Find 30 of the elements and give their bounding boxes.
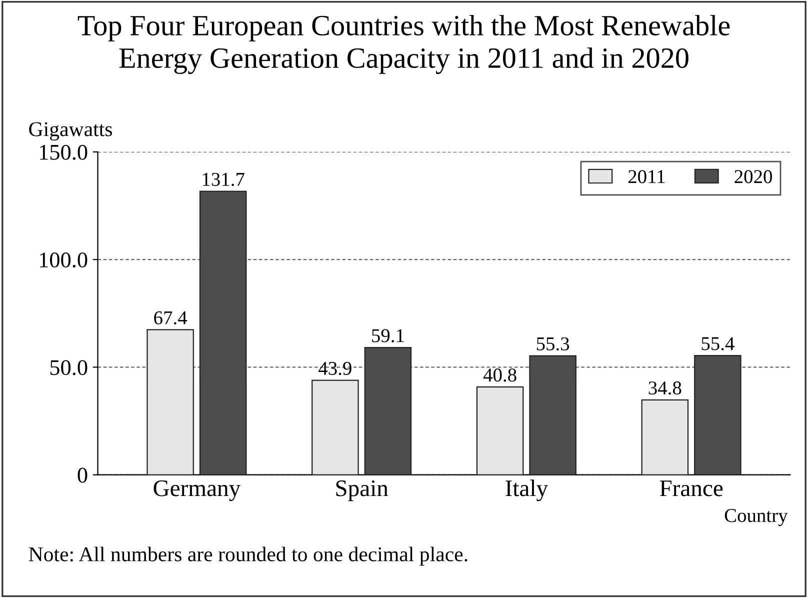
legend-label: 2011 (628, 170, 665, 184)
bar (146, 329, 194, 475)
chart-title: Top Four European Countries with the Most Renewable Energy Generation Capacity in 2011 and in 2020 (78, 14, 730, 74)
bar (364, 347, 412, 475)
bar (476, 386, 524, 475)
legend-label: 2020 (734, 170, 772, 184)
y-tick-label: 150.0 (40, 144, 88, 160)
x-tick-label: France (660, 480, 723, 496)
data-label: 59.1 (372, 329, 404, 342)
x-axis-title: Country (724, 509, 788, 526)
x-tick-label: Italy (506, 480, 548, 502)
data-label: 34.8 (648, 381, 682, 395)
data-label: 55.3 (536, 337, 570, 351)
bar (312, 380, 359, 475)
text: Note: All numbers are rounded to one decimal place. (28, 546, 468, 566)
bar (529, 355, 576, 475)
x-tick-label: Germany (154, 480, 241, 502)
bar (641, 399, 689, 475)
data-label: 131.7 (202, 172, 244, 186)
bar (199, 190, 247, 475)
y-tick-label: 50.0 (50, 360, 88, 376)
data-label: 67.4 (154, 311, 188, 324)
y-axis-title: Gigawatts (29, 122, 112, 141)
y-tick-label: 0 (78, 468, 88, 483)
data-label: 40.8 (483, 368, 516, 382)
data-label: 43.9 (318, 362, 352, 376)
bar (694, 354, 742, 475)
y-tick-label: 100.0 (40, 252, 88, 268)
data-label: 55.4 (702, 337, 734, 350)
x-tick-label: Spain (336, 480, 388, 502)
